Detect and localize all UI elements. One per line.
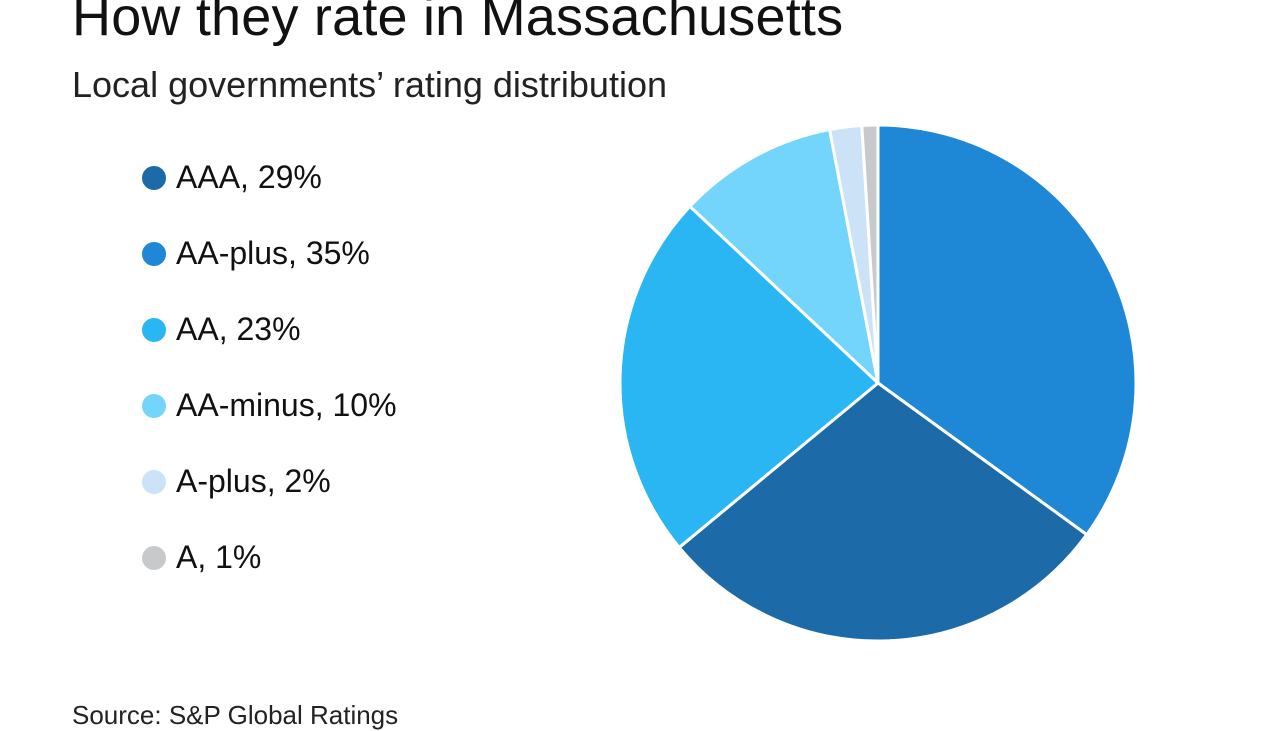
legend-item-aa-plus: AA-plus, 35%	[142, 231, 397, 307]
chart-title: How they rate in Massachusetts	[72, 0, 844, 47]
legend-label-a: A, 1%	[176, 539, 262, 575]
legend-label-aa: AA, 23%	[176, 311, 301, 347]
legend-swatch-a	[142, 546, 166, 570]
legend-swatch-a-plus	[142, 470, 166, 494]
legend-item-a: A, 1%	[142, 535, 397, 611]
legend-item-aa: AA, 23%	[142, 307, 397, 383]
pie-slice-aa	[618, 204, 880, 549]
pie-slice-aa-plus	[876, 123, 1138, 537]
legend-swatch-aaa	[142, 166, 166, 190]
legend-label-aaa: AAA, 29%	[176, 159, 322, 195]
legend: AAA, 29% AA-plus, 35% AA, 23% AA-minus, …	[142, 155, 397, 611]
legend-item-aaa: AAA, 29%	[142, 155, 397, 231]
legend-label-a-plus: A-plus, 2%	[176, 463, 331, 499]
legend-label-aa-minus: AA-minus, 10%	[176, 387, 397, 423]
pie-slice-a	[860, 123, 880, 385]
legend-swatch-aa-plus	[142, 242, 166, 266]
pie-slices	[618, 123, 1138, 643]
legend-swatch-aa	[142, 318, 166, 342]
chart-subtitle: Local governments’ rating distribution	[72, 64, 667, 105]
legend-swatch-aa-minus	[142, 394, 166, 418]
legend-label-aa-plus: AA-plus, 35%	[176, 235, 370, 271]
pie-slice-aa-minus	[688, 128, 880, 385]
legend-item-aa-minus: AA-minus, 10%	[142, 383, 397, 459]
pie-slice-aaa	[677, 381, 1089, 643]
legend-item-a-plus: A-plus, 2%	[142, 459, 397, 535]
source-note: Source: S&P Global Ratings	[72, 700, 399, 730]
